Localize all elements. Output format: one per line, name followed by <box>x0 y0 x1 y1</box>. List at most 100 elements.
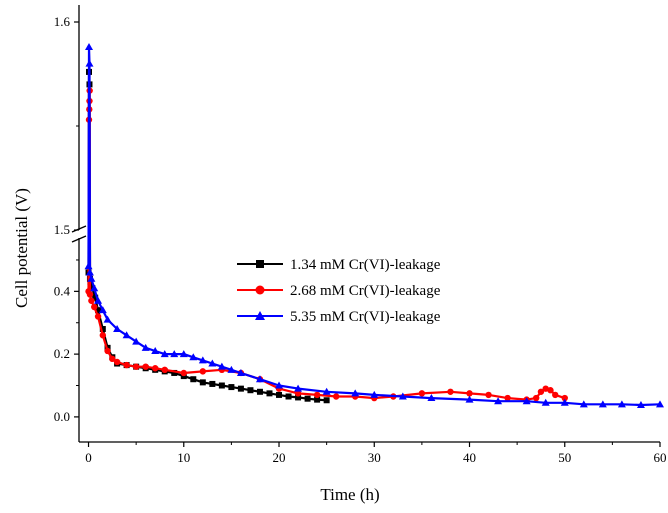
data-point-s3-20 <box>217 362 226 370</box>
data-point-s2-5 <box>86 291 94 298</box>
data-point-s2-33 <box>485 391 492 399</box>
data-point-s2-36 <box>532 394 540 402</box>
y-tick-label-upper-0: 1.5 <box>54 222 70 237</box>
data-point-s1-25 <box>247 387 254 394</box>
y-tick-label-lower-1: 0.2 <box>54 346 70 361</box>
data-point-s1-30 <box>295 394 302 401</box>
data-point-s3-9 <box>113 325 122 333</box>
data-point-s3-24 <box>275 381 284 389</box>
x-tick-label-5: 50 <box>558 450 571 465</box>
data-point-s1-6 <box>92 294 99 301</box>
data-point-s3-8 <box>103 315 112 323</box>
data-point-s3-36 <box>579 400 588 408</box>
data-point-s1-8 <box>99 326 106 333</box>
data-point-s3-40 <box>656 400 664 408</box>
data-point-s3-2 <box>85 59 94 67</box>
y-axis-title: Cell potential (V) <box>12 188 31 308</box>
data-point-s2-31 <box>447 388 454 395</box>
data-point-s3-21 <box>227 365 236 373</box>
data-point-s2-39 <box>547 387 554 394</box>
data-point-s1-24 <box>237 385 244 392</box>
data-point-s3-11 <box>132 337 141 345</box>
data-point-s1-19 <box>190 376 197 383</box>
data-point-s3-39 <box>636 400 645 408</box>
data-point-s3-17 <box>189 353 198 361</box>
x-tick-label-6: 60 <box>654 450 667 465</box>
x-tick-label-4: 40 <box>463 450 476 465</box>
data-point-s3-0 <box>84 262 93 270</box>
data-point-s1-27 <box>266 390 273 397</box>
legend: 1.34 mM Cr(VI)-leakage 2.68 mM Cr(VI)-le… <box>237 257 441 325</box>
data-point-s2-13 <box>123 361 130 369</box>
series-3 <box>84 42 664 408</box>
data-point-s1-31 <box>304 395 311 402</box>
x-axis-title: Time (h) <box>320 485 379 504</box>
data-point-s1-17 <box>171 369 178 376</box>
legend-label-1: 1.34 mM Cr(VI)-leakage <box>290 257 441 273</box>
data-point-s1-20 <box>199 379 206 386</box>
data-point-s2-6 <box>88 297 95 304</box>
data-point-s2-25 <box>313 391 321 399</box>
data-point-s3-19 <box>208 359 217 367</box>
data-point-s3-16 <box>179 350 188 358</box>
x-tick-label-2: 20 <box>273 450 286 465</box>
series-layer <box>84 42 664 408</box>
data-point-s3-1 <box>85 42 94 50</box>
data-point-s3-33 <box>522 397 531 405</box>
data-point-s2-40 <box>552 391 559 399</box>
data-point-s2-7 <box>91 303 98 311</box>
data-point-s3-10 <box>122 331 131 339</box>
data-point-s3-23 <box>255 375 264 383</box>
data-point-s2-16 <box>151 365 159 372</box>
axes-layer: 0 10 20 30 40 50 60 0.0 0.2 0.4 1.5 1.6 <box>54 5 667 465</box>
data-point-s3-4 <box>87 274 96 282</box>
plot-area <box>79 5 660 442</box>
x-tick-label-1: 10 <box>177 450 190 465</box>
data-point-s3-25 <box>294 384 303 392</box>
plot-background <box>79 5 660 442</box>
data-point-s2-9 <box>99 332 107 339</box>
legend-marker-3 <box>255 311 265 320</box>
legend-item-1: 1.34 mM Cr(VI)-leakage <box>237 257 441 273</box>
data-point-s1-22 <box>218 382 225 389</box>
data-point-s2-11 <box>109 355 116 363</box>
data-point-s3-13 <box>151 346 160 354</box>
data-point-s2-15 <box>142 363 149 370</box>
data-point-s2-26 <box>332 393 340 400</box>
legend-item-3: 5.35 mM Cr(VI)-leakage <box>237 309 441 325</box>
x-tick-label-0: 0 <box>85 450 92 465</box>
data-point-s3-27 <box>351 389 360 397</box>
data-point-s3-6 <box>94 296 103 304</box>
data-point-s2-24 <box>294 390 302 397</box>
data-point-s2-19 <box>199 368 207 375</box>
x-tick-label-3: 30 <box>368 450 381 465</box>
data-point-s2-10 <box>104 347 111 355</box>
data-point-s3-5 <box>90 284 99 292</box>
data-point-s1-26 <box>256 388 263 395</box>
data-point-s2-18 <box>180 369 187 377</box>
axis-break-mark-upper <box>71 225 87 233</box>
data-point-s1-21 <box>209 380 216 387</box>
legend-label-2: 2.68 mM Cr(VI)-leakage <box>290 283 441 299</box>
data-point-s3-35 <box>560 398 569 406</box>
data-point-s2-12 <box>113 358 121 366</box>
data-point-s3-12 <box>141 343 150 351</box>
data-point-s1-28 <box>276 391 283 398</box>
data-point-s3-18 <box>198 356 207 364</box>
data-point-s3-37 <box>598 400 607 408</box>
data-point-s2-37 <box>537 388 545 395</box>
data-point-s3-38 <box>617 400 626 408</box>
data-point-s2-17 <box>161 366 168 374</box>
legend-label-3: 5.35 mM Cr(VI)-leakage <box>290 309 441 325</box>
data-point-s2-41 <box>561 394 568 402</box>
data-point-s3-22 <box>236 368 245 376</box>
legend-marker-2 <box>255 285 265 295</box>
data-point-s3-32 <box>494 397 503 405</box>
data-point-s3-14 <box>160 350 169 358</box>
data-point-s3-26 <box>322 387 331 395</box>
data-point-s1-32 <box>314 396 321 403</box>
data-point-s3-7 <box>98 306 107 314</box>
data-point-s3-31 <box>465 395 474 403</box>
data-point-s3-15 <box>170 350 179 358</box>
